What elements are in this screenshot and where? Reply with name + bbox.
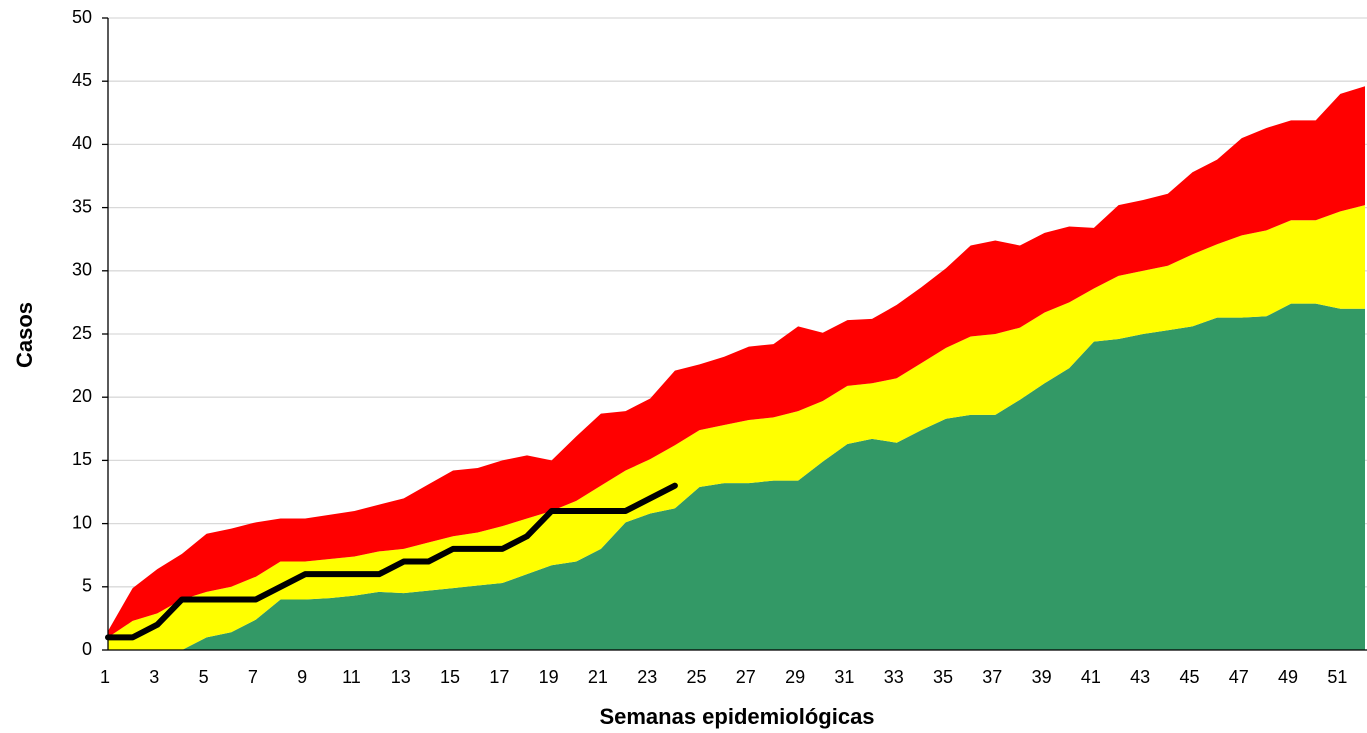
x-tick-label: 51: [1327, 667, 1347, 687]
y-tick-label: 15: [72, 449, 92, 469]
x-tick-label: 37: [982, 667, 1002, 687]
x-tick-label: 9: [297, 667, 307, 687]
y-tick-label: 50: [72, 7, 92, 27]
x-tick-label: 27: [736, 667, 756, 687]
x-tick-label: 41: [1081, 667, 1101, 687]
x-tick-label: 35: [933, 667, 953, 687]
x-tick-label: 29: [785, 667, 805, 687]
x-tick-label: 43: [1130, 667, 1150, 687]
y-tick-label: 45: [72, 70, 92, 90]
line: [105, 482, 678, 641]
x-tick-label: 19: [539, 667, 559, 687]
x-tick-label: 3: [149, 667, 159, 687]
area: [108, 303, 1365, 650]
x-tick-label: 21: [588, 667, 608, 687]
y-tick-label: 10: [72, 512, 92, 532]
x-tick-label: 15: [440, 667, 460, 687]
x-tick-label: 23: [637, 667, 657, 687]
y-tick-label: 30: [72, 260, 92, 280]
x-tick-label: 25: [687, 667, 707, 687]
y-tick-label: 0: [82, 639, 92, 659]
y-axis-title: Casos: [12, 302, 37, 368]
area: [108, 205, 1365, 650]
x-tick-label: 5: [199, 667, 209, 687]
x-tick-label: 39: [1032, 667, 1052, 687]
y-tick-label: 25: [72, 323, 92, 343]
y-tick-label: 40: [72, 133, 92, 153]
plot-area: [105, 17, 1367, 651]
y-tick-label: 5: [82, 576, 92, 596]
x-tick-label: 45: [1179, 667, 1199, 687]
x-axis-title: Semanas epidemiológicas: [599, 704, 874, 729]
x-tick-label: 11: [342, 667, 361, 687]
x-tick-label: 7: [248, 667, 258, 687]
x-tick-label: 33: [884, 667, 904, 687]
x-tick-label: 13: [391, 667, 411, 687]
x-tick-label: 17: [489, 667, 509, 687]
x-tick-label: 49: [1278, 667, 1298, 687]
x-tick-label: 47: [1229, 667, 1249, 687]
x-tick-label: 31: [834, 667, 854, 687]
x-tick-label: 1: [100, 667, 110, 687]
area: [108, 86, 1365, 638]
y-tick-label: 35: [72, 196, 92, 216]
y-tick-label: 20: [72, 386, 92, 406]
